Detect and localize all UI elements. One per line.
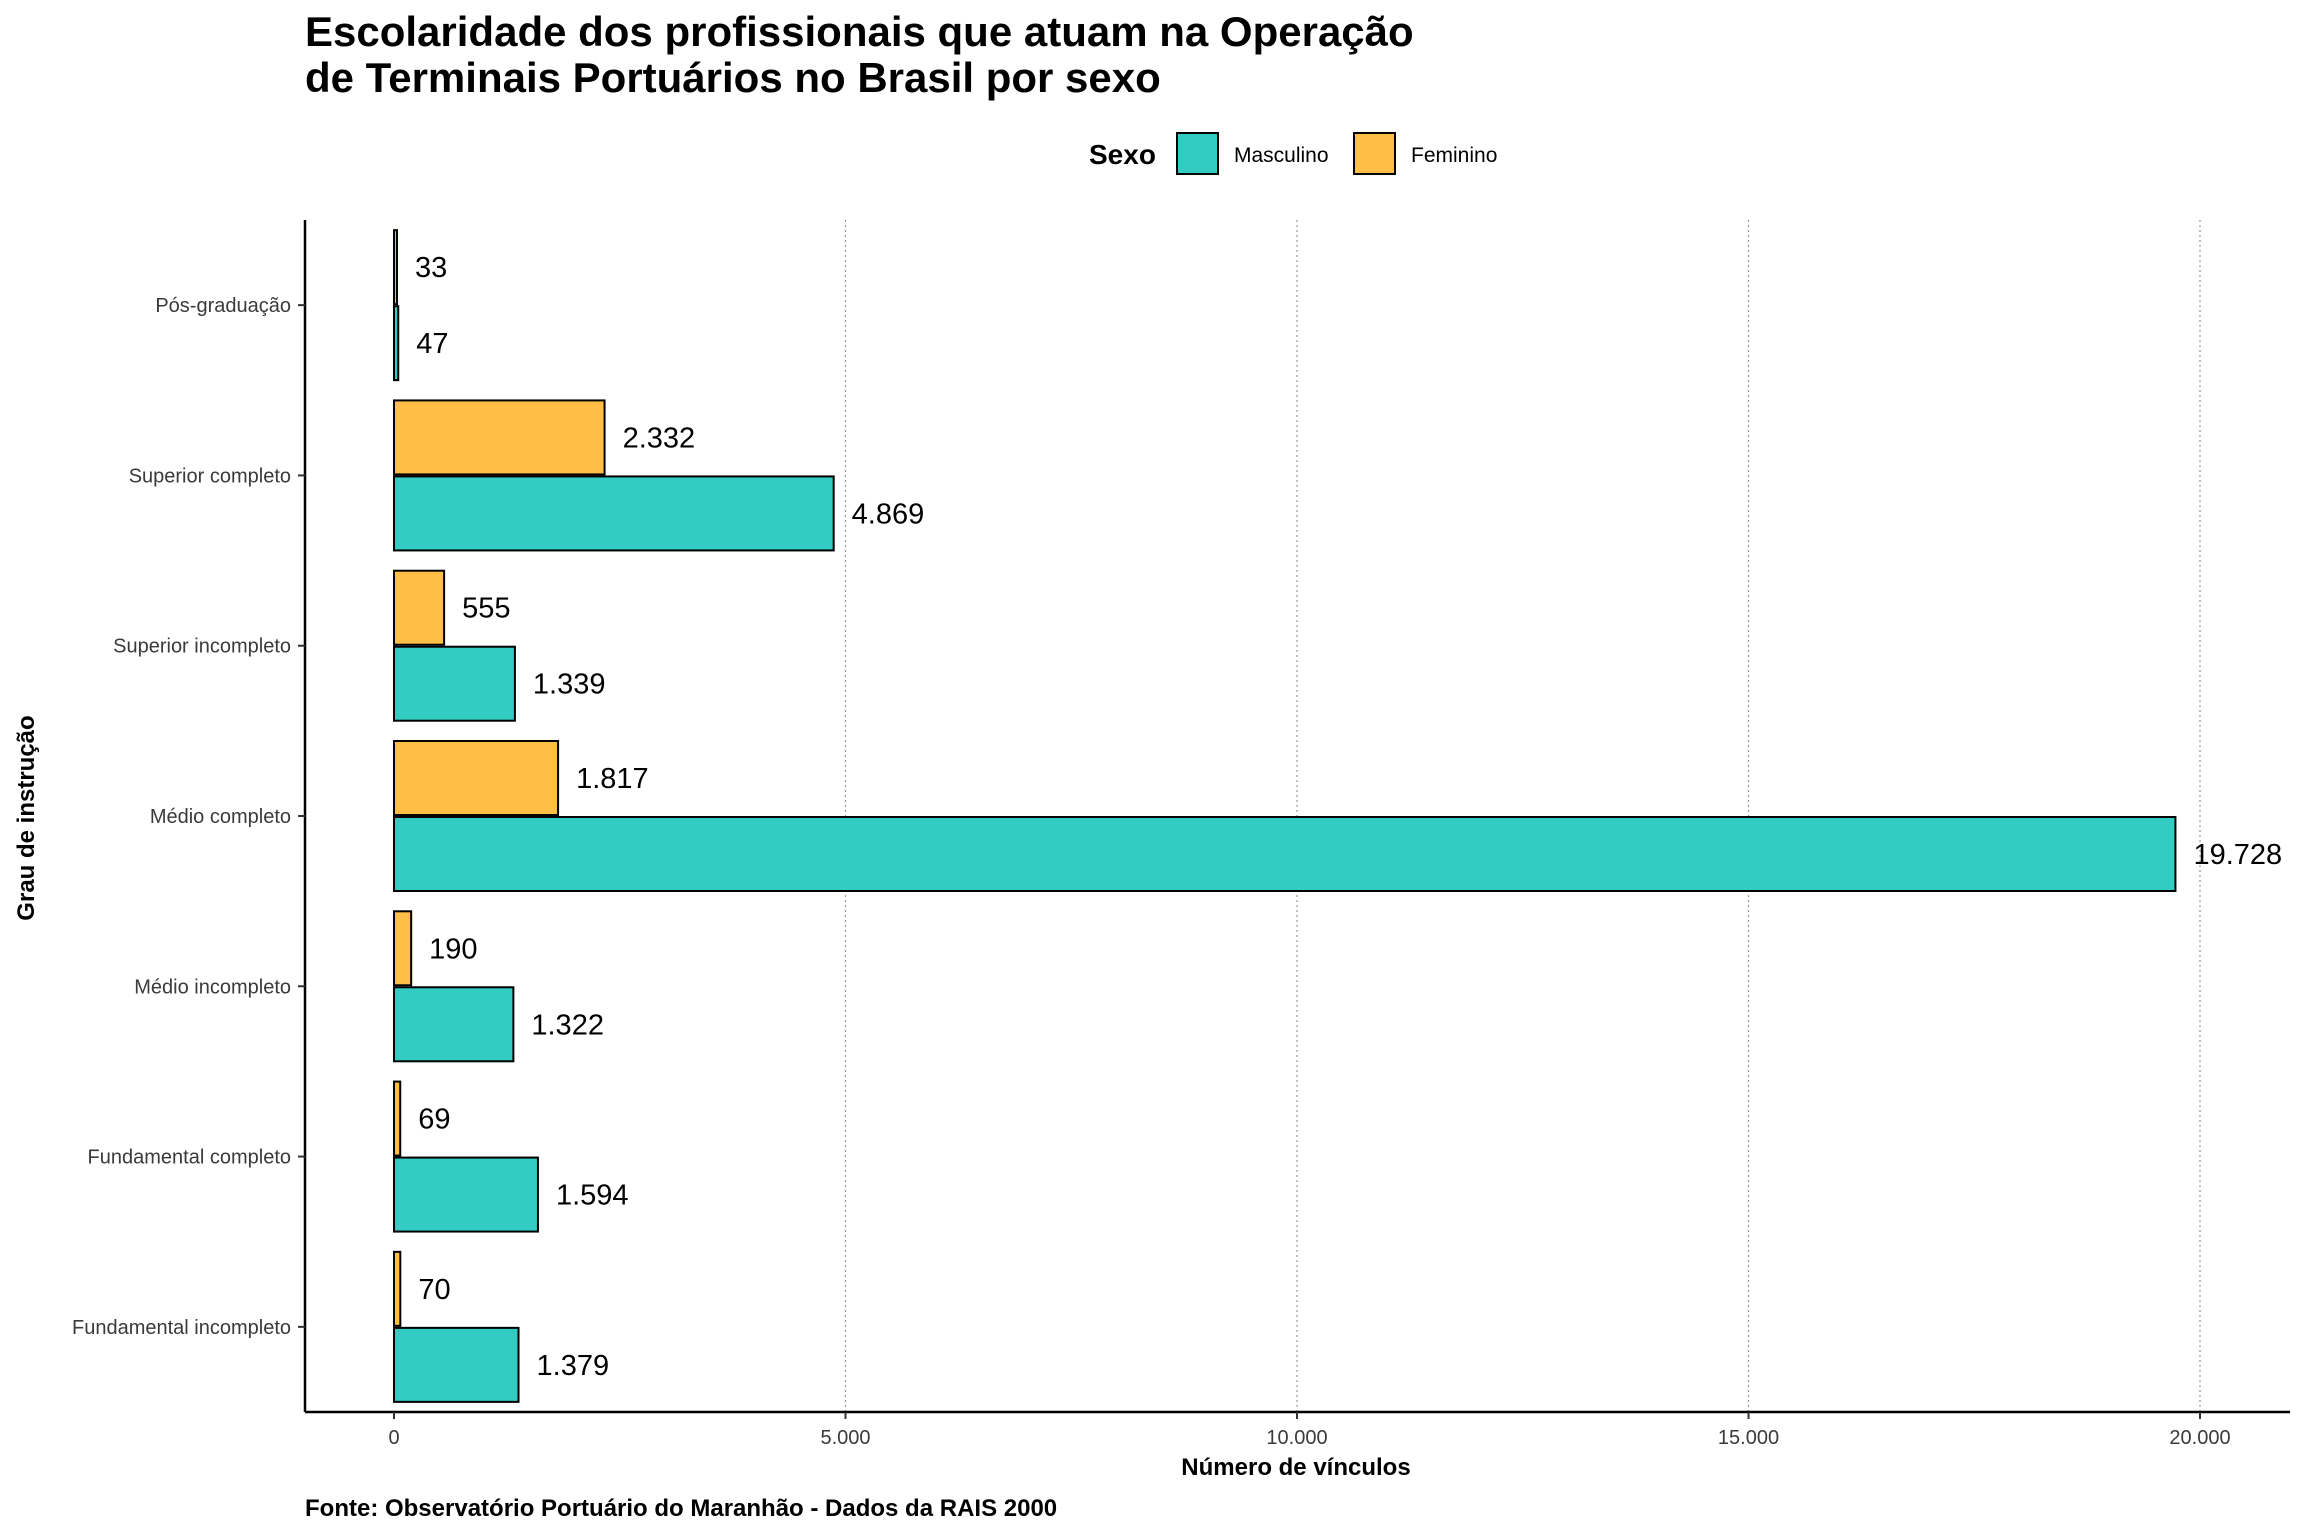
data-label-feminino-fundamental-completo: 69	[418, 1104, 450, 1136]
data-labels: 33 47 2.332 4.869 555 1.339 1.817 19.728 190 1.32…	[415, 252, 2282, 1382]
data-label-masculino-pos-graduacao: 47	[416, 328, 448, 360]
data-label-feminino-fundamental-incompleto: 70	[418, 1274, 450, 1306]
legend-label-feminino: Feminino	[1411, 144, 1497, 167]
x-axis-title: Número de vínculos	[1181, 1454, 1410, 1481]
data-label-masculino-fundamental-incompleto: 1.379	[537, 1350, 610, 1382]
bar-masculino-medio-incompleto	[393, 986, 515, 1063]
chart-title-line-1: Escolaridade dos profissionais que atuam…	[305, 8, 1414, 55]
bar-masculino-pos-graduacao	[393, 305, 400, 382]
category-label-fundamental-incompleto: Fundamental incompleto	[72, 1317, 291, 1339]
legend-label-masculino: Masculino	[1234, 144, 1329, 167]
bar-masculino-fundamental-incompleto	[393, 1326, 520, 1403]
x-tick-label: 20.000	[2169, 1427, 2230, 1449]
data-label-feminino-pos-graduacao: 33	[415, 252, 447, 284]
x-axis: 0 5.000 10.000 15.000 20.000	[305, 1410, 2290, 1449]
y-axis-title: Grau de instrução	[13, 715, 40, 920]
x-tick-label: 5.000	[820, 1427, 870, 1449]
category-label-superior-completo: Superior completo	[129, 465, 291, 487]
bar-feminino-pos-graduacao	[393, 229, 398, 306]
data-label-masculino-superior-incompleto: 1.339	[533, 669, 606, 701]
bar-masculino-fundamental-completo	[393, 1156, 539, 1233]
x-tick-label: 0	[388, 1427, 399, 1449]
y-axis: Pós-graduação Superior completo Superior i…	[72, 220, 307, 1412]
data-label-feminino-medio-incompleto: 190	[429, 933, 477, 965]
data-label-masculino-fundamental-completo: 1.594	[556, 1180, 629, 1212]
bar-feminino-medio-incompleto	[393, 910, 413, 987]
bar-feminino-superior-incompleto	[393, 569, 446, 646]
bar-feminino-fundamental-incompleto	[393, 1250, 402, 1327]
data-label-masculino-medio-completo: 19.728	[2193, 839, 2282, 871]
bars	[393, 229, 2177, 1403]
data-label-feminino-superior-incompleto: 555	[462, 593, 510, 625]
bar-masculino-superior-completo	[393, 475, 835, 552]
legend: Sexo Masculino Feminino	[1089, 132, 1497, 175]
category-label-superior-incompleto: Superior incompleto	[113, 636, 291, 658]
bar-feminino-superior-completo	[393, 399, 606, 476]
legend-swatch-feminino	[1353, 132, 1396, 175]
bar-feminino-fundamental-completo	[393, 1080, 402, 1157]
data-label-masculino-medio-incompleto: 1.322	[531, 1009, 604, 1041]
chart-caption: Fonte: Observatório Portuário do Maranhã…	[305, 1495, 1057, 1522]
chart-title: Escolaridade dos profissionais que atuam…	[305, 8, 1414, 101]
legend-swatch-masculino	[1176, 132, 1219, 175]
data-label-feminino-superior-completo: 2.332	[623, 422, 696, 454]
bar-masculino-superior-incompleto	[393, 645, 516, 722]
bar-masculino-medio-completo	[393, 816, 2177, 892]
data-label-masculino-superior-completo: 4.869	[852, 498, 925, 530]
data-label-feminino-medio-completo: 1.817	[576, 763, 649, 795]
x-tick-label: 15.000	[1718, 1427, 1779, 1449]
bar-feminino-medio-completo	[393, 740, 560, 816]
category-label-medio-completo: Médio completo	[150, 806, 291, 828]
legend-title: Sexo	[1089, 139, 1156, 170]
x-tick-label: 10.000	[1266, 1427, 1327, 1449]
category-label-fundamental-completo: Fundamental completo	[88, 1147, 291, 1169]
chart-title-line-2: de Terminais Portuários no Brasil por se…	[305, 54, 1161, 101]
category-label-medio-incompleto: Médio incompleto	[134, 976, 291, 998]
category-label-pos-graduacao: Pós-graduação	[155, 295, 291, 317]
